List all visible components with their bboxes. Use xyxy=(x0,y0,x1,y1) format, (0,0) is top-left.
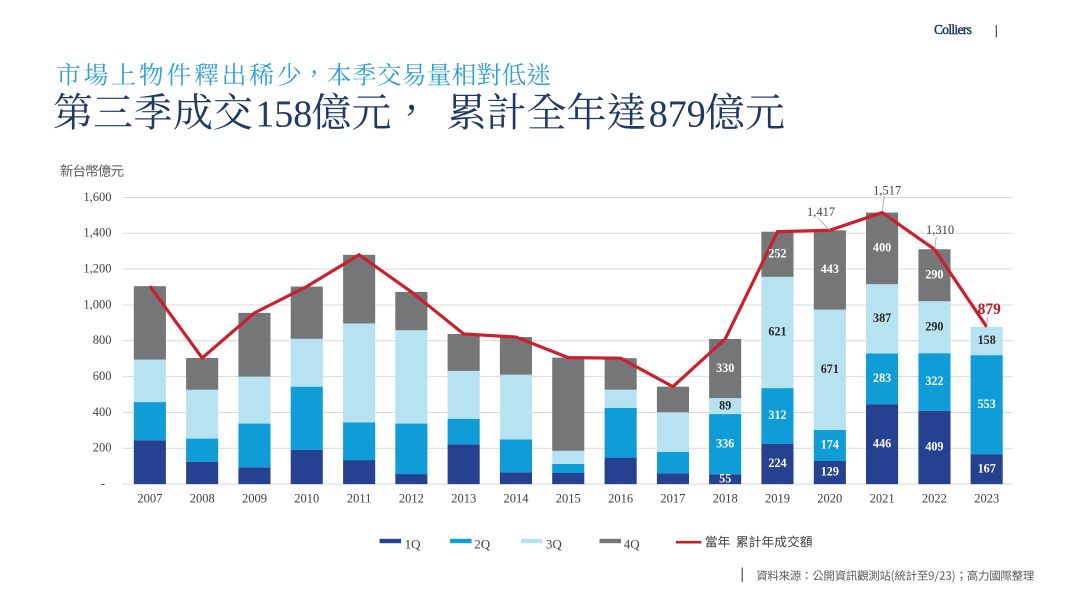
svg-text:1,600: 1,600 xyxy=(83,190,111,204)
svg-text:2021: 2021 xyxy=(870,492,895,506)
svg-text:252: 252 xyxy=(768,247,786,261)
svg-text:89: 89 xyxy=(719,398,731,412)
svg-text:387: 387 xyxy=(873,311,891,325)
svg-text:2010: 2010 xyxy=(294,492,319,506)
svg-text:800: 800 xyxy=(93,333,112,347)
svg-text:400: 400 xyxy=(873,241,891,255)
svg-text:2018: 2018 xyxy=(713,492,738,506)
svg-text:2019: 2019 xyxy=(765,492,790,506)
svg-text:330: 330 xyxy=(716,361,734,375)
svg-text:174: 174 xyxy=(821,438,839,452)
svg-text:158: 158 xyxy=(978,333,996,347)
svg-text:290: 290 xyxy=(925,319,943,333)
svg-text:200: 200 xyxy=(93,441,112,455)
svg-text:336: 336 xyxy=(716,436,734,450)
svg-text:1,400: 1,400 xyxy=(83,226,111,240)
svg-text:Colliers: Colliers xyxy=(934,22,972,37)
svg-text:1,000: 1,000 xyxy=(83,297,111,311)
svg-text:2020: 2020 xyxy=(817,492,842,506)
svg-text:2013: 2013 xyxy=(451,492,476,506)
svg-text:2016: 2016 xyxy=(608,492,633,506)
svg-text:1,417: 1,417 xyxy=(807,205,835,219)
svg-text:55: 55 xyxy=(719,471,731,485)
svg-text:2Q: 2Q xyxy=(474,536,491,551)
svg-text:2014: 2014 xyxy=(504,492,530,506)
svg-text:4Q: 4Q xyxy=(624,536,641,551)
svg-text:312: 312 xyxy=(768,408,786,422)
svg-text:2011: 2011 xyxy=(347,492,372,506)
svg-text:-: - xyxy=(101,477,105,491)
svg-text:671: 671 xyxy=(821,362,839,376)
svg-text:553: 553 xyxy=(978,397,996,411)
svg-text:2008: 2008 xyxy=(190,492,215,506)
svg-text:167: 167 xyxy=(978,461,996,475)
svg-text:446: 446 xyxy=(873,436,891,450)
svg-text:224: 224 xyxy=(768,456,786,470)
svg-text:2023: 2023 xyxy=(974,492,999,506)
svg-text:322: 322 xyxy=(925,374,943,388)
svg-text:621: 621 xyxy=(768,325,786,339)
svg-text:1,517: 1,517 xyxy=(873,184,901,198)
svg-text:1,310: 1,310 xyxy=(926,223,954,237)
svg-text:879: 879 xyxy=(978,301,1002,318)
svg-text:443: 443 xyxy=(821,262,839,276)
svg-text:2022: 2022 xyxy=(922,492,947,506)
svg-text:158: 158 xyxy=(255,94,312,136)
svg-text:283: 283 xyxy=(873,371,891,385)
svg-text:290: 290 xyxy=(925,267,943,281)
svg-text:600: 600 xyxy=(93,369,112,383)
svg-text:1,200: 1,200 xyxy=(83,262,111,276)
svg-text:879: 879 xyxy=(649,94,706,136)
svg-text:2009: 2009 xyxy=(242,492,267,506)
svg-text:400: 400 xyxy=(93,405,112,419)
svg-text:1Q: 1Q xyxy=(405,536,422,551)
svg-text:3Q: 3Q xyxy=(546,536,563,551)
svg-text:409: 409 xyxy=(925,440,943,454)
svg-text:2015: 2015 xyxy=(556,492,581,506)
svg-text:2007: 2007 xyxy=(137,492,162,506)
svg-text:129: 129 xyxy=(821,465,839,479)
svg-text:2017: 2017 xyxy=(660,492,685,506)
svg-text:2012: 2012 xyxy=(399,492,424,506)
